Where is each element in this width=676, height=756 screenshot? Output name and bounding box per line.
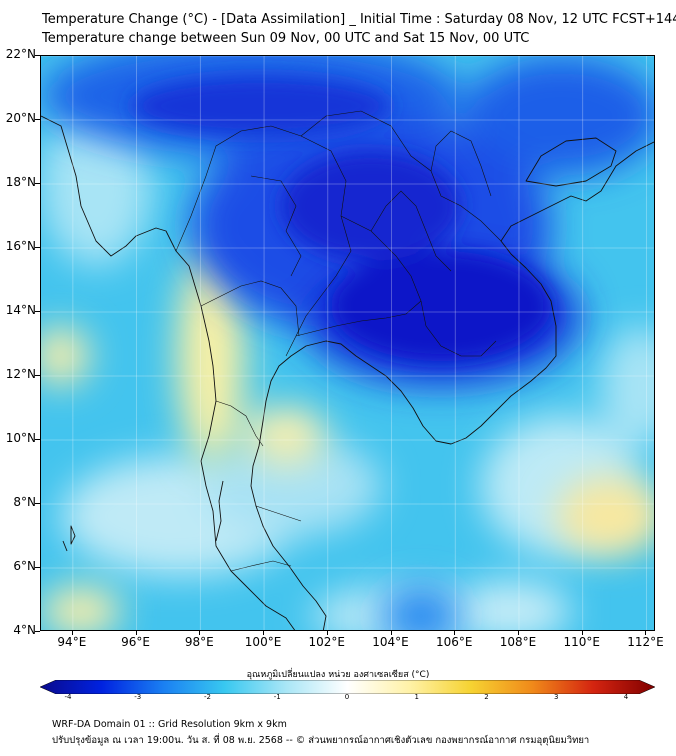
lat-label: 14°N [5,303,36,317]
lat-tick [35,55,40,56]
temperature-change-map [40,55,655,631]
lon-tick [199,631,201,635]
colorbar-tick-label: -1 [273,693,281,701]
colorbar-tick-label: 2 [484,693,489,701]
lat-label: 4°N [13,623,36,637]
borders [175,110,502,572]
coastline [41,115,654,630]
lon-tick [326,631,328,635]
colorbar-tick-label: 1 [414,693,419,701]
colorbar-tick-label: 4 [623,693,629,701]
lat-label: 16°N [5,239,36,253]
colorbar-tick-label: -3 [134,693,142,701]
lat-tick [35,311,40,312]
lat-label: 8°N [13,495,36,509]
footer-model-info: WRF-DA Domain 01 :: Grid Resolution 9km … [52,719,287,730]
lat-label: 6°N [13,559,36,573]
lon-label: 100°E [244,635,282,649]
lat-tick [35,439,40,440]
lon-label: 112°E [627,635,664,649]
lat-tick [35,247,40,248]
colorbar-body [40,680,655,694]
lat-tick [35,631,40,632]
lon-label: 96°E [121,635,151,649]
lon-tick [390,631,392,635]
lon-label: 104°E [372,635,409,649]
lat-label: 22°N [5,47,36,61]
lon-tick [581,631,583,635]
lat-tick [35,119,40,120]
map-title: Temperature Change (°C) - [Data Assimila… [42,12,676,27]
lon-label: 108°E [499,635,537,649]
colorbar-tick-label: 0 [344,693,350,701]
lat-label: 18°N [5,175,36,189]
lat-label: 10°N [5,431,36,445]
lat-tick [35,503,40,504]
lon-tick [71,631,73,635]
lon-label: 106°E [435,635,473,649]
lat-tick [35,567,40,568]
field-light-regions [41,106,654,630]
lon-label: 98°E [184,635,214,649]
lon-label: 94°E [57,635,87,649]
colorbar-tick-label: -4 [64,693,72,701]
lat-tick [35,375,40,376]
lon-tick [135,631,137,635]
gridlines [41,56,654,630]
colorbar-tick-label: -2 [204,693,211,701]
lon-tick [645,631,647,635]
lon-tick [454,631,456,635]
colorbar [40,680,655,694]
lat-tick [35,183,40,184]
colorbar-tick-label: 3 [554,693,559,701]
lon-tick [263,631,265,635]
lat-label: 12°N [5,367,36,381]
field-cold-core [131,76,551,361]
lat-label: 20°N [5,111,36,125]
map-subtitle: Temperature change between Sun 09 Nov, 0… [42,31,530,46]
lon-tick [517,631,519,635]
lon-label: 102°E [308,635,346,649]
footer-credit: ปรับปรุงข้อมูล ณ เวลา 19:00น. วัน ส. ที่… [52,735,590,746]
colorbar-label: อุณหภูมิเปลี่ยนแปลง หน่วย องศาเซลเซียส (… [246,670,430,680]
lon-label: 110°E [563,635,600,649]
